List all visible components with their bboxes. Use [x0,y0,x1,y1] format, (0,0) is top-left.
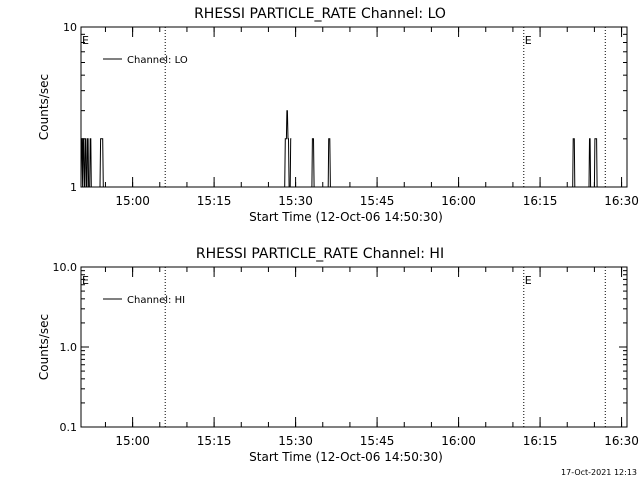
x-tick-label: 16:00 [441,194,476,208]
y-tick-label: 10.0 [53,261,78,274]
plot-frame [80,26,628,188]
series-line-channel-lo [80,110,598,188]
x-axis-label: Start Time (12-Oct-06 14:50:30) [249,450,443,464]
y-tick-label: 0.1 [60,421,78,434]
time-marker-label: E [525,274,532,287]
x-tick-label: 15:30 [278,434,313,448]
x-tick-label: 16:15 [523,434,558,448]
footer-timestamp: 17-Oct-2021 12:13 [561,468,637,477]
x-tick-label: 15:45 [360,434,395,448]
x-tick-label: 16:30 [604,434,639,448]
chart-title: RHESSI PARTICLE_RATE Channel: HI [196,246,444,262]
y-tick-label: 1.0 [60,341,78,354]
time-marker-label: E [525,34,532,47]
lo-channel-panel: RHESSI PARTICLE_RATE Channel: LO 1 10 15:00… [37,6,639,224]
x-tick-label: 16:00 [441,434,476,448]
x-tick-label: 15:45 [360,194,395,208]
plot-frame [80,266,628,428]
x-axis-label: Start Time (12-Oct-06 14:50:30) [249,210,443,224]
legend-label: Channel: LO [127,55,188,66]
hi-channel-panel: RHESSI PARTICLE_RATE Channel: HI 0.1 1.0 10… [37,246,639,464]
x-tick-label: 15:00 [115,194,150,208]
corner-marker-label: E [82,34,89,47]
y-tick-label: 10 [63,21,77,34]
y-axis-label: Counts/sec [37,74,51,140]
x-tick-label: 15:15 [197,194,232,208]
corner-marker-label: E [82,274,89,287]
x-tick-label: 16:30 [604,194,639,208]
x-tick-label: 15:15 [197,434,232,448]
y-axis-label: Counts/sec [37,314,51,380]
chart-title: RHESSI PARTICLE_RATE Channel: LO [194,6,446,22]
x-tick-label: 16:15 [523,194,558,208]
legend-label: Channel: HI [127,295,185,306]
x-tick-label: 15:30 [278,194,313,208]
y-tick-label: 1 [70,181,77,194]
x-tick-label: 15:00 [115,434,150,448]
